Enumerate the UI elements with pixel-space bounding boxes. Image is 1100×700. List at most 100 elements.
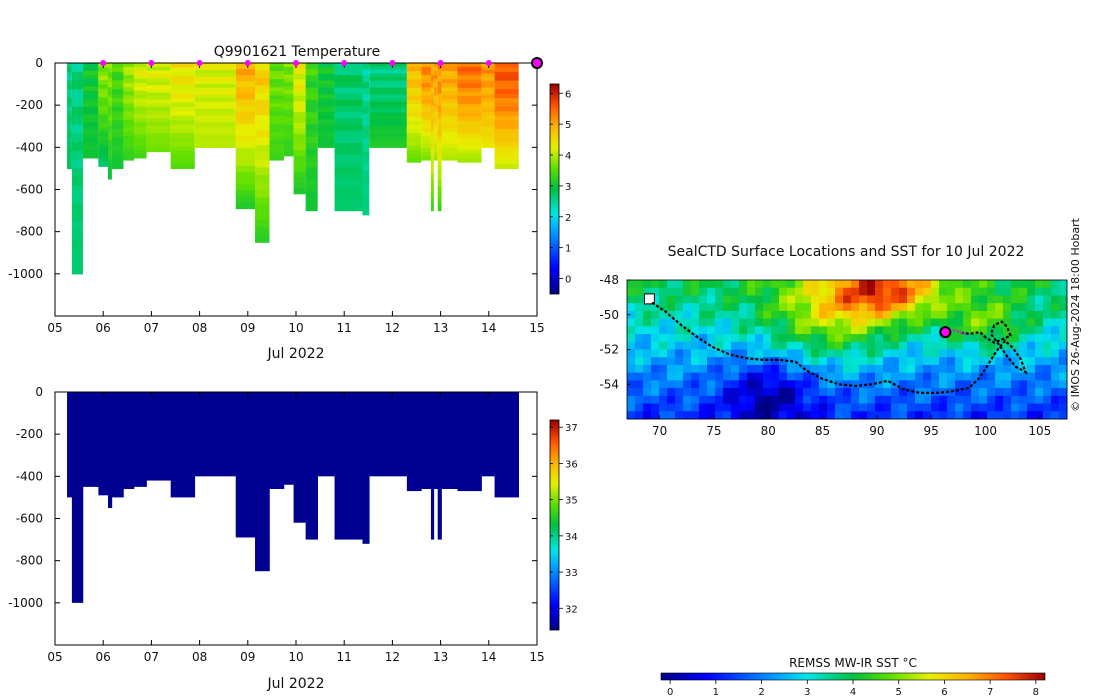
map-y-tick-label: -48 [599, 273, 619, 287]
sst-cell [643, 318, 652, 327]
sst-cell [771, 287, 780, 296]
temperature-cell [146, 118, 171, 123]
temperature-cell [123, 123, 135, 129]
sst-colorbar-tick-label: 5 [896, 687, 902, 698]
sst-cell [1011, 364, 1020, 374]
temperature-cell [441, 123, 458, 129]
sst-cell [699, 334, 708, 343]
sst-cell [1027, 303, 1036, 312]
temperature-cell [369, 91, 407, 96]
sst-cell [683, 287, 692, 296]
temperature-cell [269, 75, 284, 80]
temperature-cell [255, 130, 270, 139]
salinity-profile [283, 392, 294, 485]
sst-cell [859, 341, 868, 350]
temperature-cell [362, 63, 370, 70]
sst-cell [987, 395, 996, 405]
temperature-cell [235, 178, 256, 185]
sst-cell [747, 349, 756, 358]
sst-cell [963, 349, 972, 358]
temperature-cell [369, 105, 407, 110]
sst-cell [755, 341, 764, 350]
temperature-cell [293, 79, 306, 86]
temperature-cell [494, 164, 519, 170]
sst-cell [1059, 364, 1068, 374]
temperature-cell [71, 256, 83, 266]
temperature-cell [406, 112, 422, 118]
temperature-cell [433, 75, 438, 80]
temperature-cell [255, 212, 270, 221]
sst-cell [635, 318, 644, 327]
temperature-cell [146, 110, 171, 116]
sst-cell [659, 388, 668, 397]
sst-cell [699, 295, 708, 304]
temperature-cell [235, 166, 256, 173]
sst-cell [1003, 357, 1012, 366]
temperature-cell [82, 118, 99, 123]
sst-cell [883, 287, 892, 296]
sst-cell [827, 349, 836, 358]
temperature-cell [334, 142, 363, 150]
sst-cell [939, 303, 948, 312]
sst-cell [715, 388, 724, 397]
temperature-cell [406, 79, 422, 85]
temperature-cell [430, 106, 434, 113]
sst-cell [707, 280, 716, 289]
sst-cell [643, 334, 652, 343]
sst-cell [803, 326, 812, 335]
sst-cell [683, 388, 692, 397]
sst-colorbar-tick-label: 7 [987, 687, 993, 698]
sst-cell [891, 326, 900, 335]
sst-cell [995, 303, 1004, 312]
temperature-cell [98, 110, 109, 116]
temperature-cell [441, 151, 458, 157]
sst-cell [779, 341, 788, 350]
sst-cell [915, 388, 924, 397]
sst-cell [683, 341, 692, 350]
sst-cell [787, 341, 796, 350]
sst-cell [731, 357, 740, 366]
sst-cell [923, 326, 932, 335]
sst-cell [715, 334, 724, 343]
sst-cell [723, 326, 732, 335]
temperature-cell [437, 185, 442, 193]
temperature-cell [134, 66, 147, 72]
x-tick-label: 13 [433, 650, 448, 664]
current-profile-marker [531, 57, 543, 69]
sst-cell [731, 280, 740, 289]
sst-cell [643, 349, 652, 358]
sst-cell [843, 280, 852, 289]
sst-cell [763, 334, 772, 343]
sst-cell [971, 318, 980, 327]
temperature-cell [235, 117, 256, 125]
temperature-cell [369, 133, 407, 138]
y-tick-label: 0 [35, 56, 43, 70]
temperature-cell [406, 67, 422, 72]
sst-cell [987, 380, 996, 389]
sst-cell [835, 310, 844, 320]
temperature-cell [441, 111, 458, 117]
sst-cell [891, 349, 900, 358]
sst-cell [1003, 287, 1012, 296]
sst-cell [675, 357, 684, 366]
sst-cell [891, 403, 900, 412]
sst-cell [979, 287, 988, 296]
sst-cell [699, 411, 708, 420]
temperature-cell [71, 115, 83, 126]
sst-cell [1035, 364, 1044, 374]
sst-cell [1019, 388, 1028, 397]
sst-cell [803, 388, 812, 397]
sst-cell [907, 372, 916, 381]
temperature-cell [362, 189, 370, 197]
sst-cell [979, 334, 988, 343]
temperature-cell [433, 103, 438, 109]
temperature-cell [406, 108, 422, 114]
temperature-cell [457, 79, 482, 85]
sst-cell [747, 287, 756, 296]
sst-cell [707, 403, 716, 412]
temperature-cell [437, 130, 442, 138]
temperature-cell [71, 89, 83, 99]
sst-cell [907, 318, 916, 327]
temperature-cell [494, 71, 519, 77]
salinity-profile [71, 392, 84, 603]
